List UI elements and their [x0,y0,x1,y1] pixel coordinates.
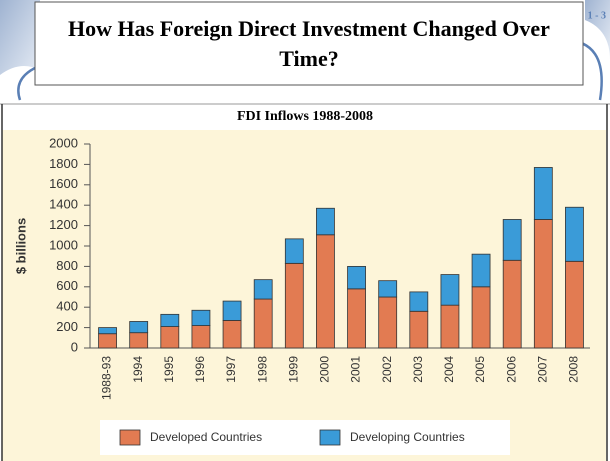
x-tick-label: 2006 [504,356,518,383]
y-tick-label: 1400 [49,197,78,212]
bar-segment [316,234,335,349]
bar-segment [533,167,553,220]
bar-segment [316,207,335,236]
bar-segment [502,259,522,349]
x-tick-label: 2001 [349,356,363,383]
legend-swatch [119,429,141,446]
legend-box [100,420,510,455]
title-box [34,1,584,86]
x-tick-label: 1988-93 [100,356,114,400]
bar-segment [129,332,149,349]
y-tick-label: 1800 [49,156,78,171]
x-tick-label: 1998 [255,356,269,383]
bar-segment [253,298,273,349]
x-tick-label: 2003 [411,356,425,383]
decoration [585,0,610,60]
x-tick-label: 2007 [535,356,549,383]
x-tick-label: 2004 [442,356,456,383]
y-tick-label: 1000 [49,237,78,252]
x-tick-label: 2002 [380,356,394,383]
slide-title: How Has Foreign Direct Investment Change… [68,16,550,71]
bar-segment [160,326,180,349]
legend-swatch [319,429,341,446]
bar-segment [440,304,460,349]
bar-segment [471,286,491,349]
bar-segment [502,219,522,261]
y-tick-label: 800 [56,258,78,273]
y-axis-label: $ billions [13,218,28,274]
bar-segment [284,262,304,349]
bar-segment [378,280,398,298]
slide-number: 1 - 3 [588,10,606,21]
bar-segment [409,310,429,349]
x-tick-label: 1999 [286,356,300,383]
bar-segment [471,253,491,288]
bar-segment [191,325,211,349]
bar-segment [253,279,273,300]
bar-segment [347,265,366,290]
y-tick-label: 200 [56,319,78,334]
bar-segment [565,260,584,349]
x-tick-label: 1997 [224,356,238,383]
y-tick-label: 2000 [49,135,78,150]
y-tick-label: 0 [71,339,78,354]
bar-segment [222,300,242,321]
legend-label: Developed Countries [150,430,262,444]
bar-segment [160,313,180,327]
x-tick-label: 1995 [162,356,176,383]
y-tick-label: 1200 [49,217,78,232]
title-wrap: How Has Foreign Direct Investment Change… [68,16,550,71]
bar-segment [222,320,242,349]
legend-label: Developing Countries [350,430,465,444]
bar-segment [98,327,117,335]
decoration [0,0,40,75]
y-tick-label: 600 [56,278,78,293]
y-tick-label: 400 [56,299,78,314]
x-tick-label: 2000 [318,356,332,383]
chart-title: FDI Inflows 1988-2008 [237,109,373,124]
y-tick-label: 1600 [49,176,78,191]
bar-segment [98,333,117,349]
x-tick-label: 1996 [193,356,207,383]
bar-segment [347,288,366,349]
x-tick-label: 1994 [131,356,145,383]
bar-segment [191,309,211,326]
x-tick-label: 2005 [473,356,487,383]
bar-segment [284,238,304,264]
bar-segment [565,206,584,262]
x-tick-label: 2008 [567,356,581,383]
bar-segment [409,291,429,312]
bar-segment [440,274,460,306]
bar-segment [533,219,553,349]
bar-segment [129,321,149,334]
bar-segment [378,296,398,349]
